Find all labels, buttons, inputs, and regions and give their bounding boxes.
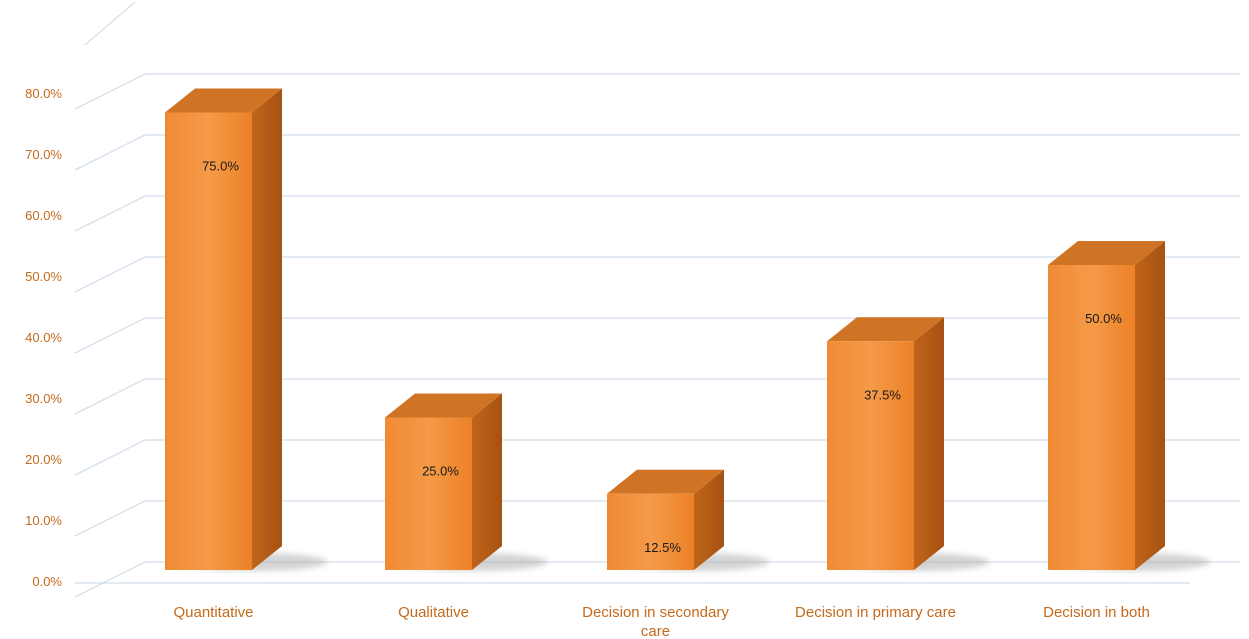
bar-front: [607, 493, 694, 570]
bar-top: [827, 317, 944, 342]
data-label: 37.5%: [864, 387, 901, 402]
y-tick-label: 10.0%: [25, 513, 62, 528]
data-label: 75.0%: [202, 159, 239, 174]
gridline: [74, 73, 1240, 110]
y-tick-label: 60.0%: [25, 208, 62, 223]
bar: 50.0%: [1048, 241, 1211, 571]
gridline: [74, 134, 1240, 171]
bar: 75.0%: [165, 88, 328, 571]
y-tick-label: 40.0%: [25, 330, 62, 345]
bar-top: [165, 88, 282, 113]
bar-side: [472, 393, 502, 570]
bar: 25.0%: [385, 393, 548, 571]
bar: 12.5%: [607, 469, 770, 571]
y-tick-label: 20.0%: [25, 452, 62, 467]
x-tick-label: Decision in secondary: [582, 604, 729, 621]
y-axis-tick-labels: 0.0% 10.0% 20.0% 30.0% 40.0% 50.0% 60.0% 70.0% 8…: [25, 86, 62, 589]
y-tick-label: 70.0%: [25, 147, 62, 162]
gridline: [74, 195, 1240, 232]
x-tick-label: Decision in primary care: [795, 604, 956, 621]
gridline: [74, 256, 1240, 293]
bar-top: [385, 393, 502, 418]
data-label: 25.0%: [422, 464, 459, 479]
data-label: 12.5%: [644, 540, 681, 555]
data-label: 50.0%: [1085, 311, 1122, 326]
bar: 37.5%: [827, 317, 990, 571]
y-tick-label: 0.0%: [32, 574, 62, 589]
x-tick-label: Qualitative: [398, 604, 469, 621]
bar-side: [914, 317, 944, 570]
wall-edge: [84, 1, 136, 46]
bar-front: [165, 112, 252, 570]
bar-side: [252, 88, 282, 570]
x-tick-label: care: [641, 623, 670, 639]
bar-front: [1048, 265, 1135, 570]
bars: 75.0% 25.0% 12.5% 37.5% 50.0%: [165, 88, 1211, 571]
y-tick-label: 80.0%: [25, 86, 62, 101]
y-tick-label: 30.0%: [25, 391, 62, 406]
bar-side: [1135, 241, 1165, 570]
bar-front: [827, 341, 914, 570]
bar-front: [385, 417, 472, 570]
bar-top: [607, 469, 724, 494]
x-tick-label: Quantitative: [173, 604, 253, 621]
x-axis-tick-labels: Quantitative Qualitative Decision in secon…: [173, 604, 1149, 639]
y-tick-label: 50.0%: [25, 269, 62, 284]
x-tick-label: Decision in both: [1043, 604, 1150, 621]
bar-side: [694, 469, 724, 570]
bar-top: [1048, 241, 1165, 265]
